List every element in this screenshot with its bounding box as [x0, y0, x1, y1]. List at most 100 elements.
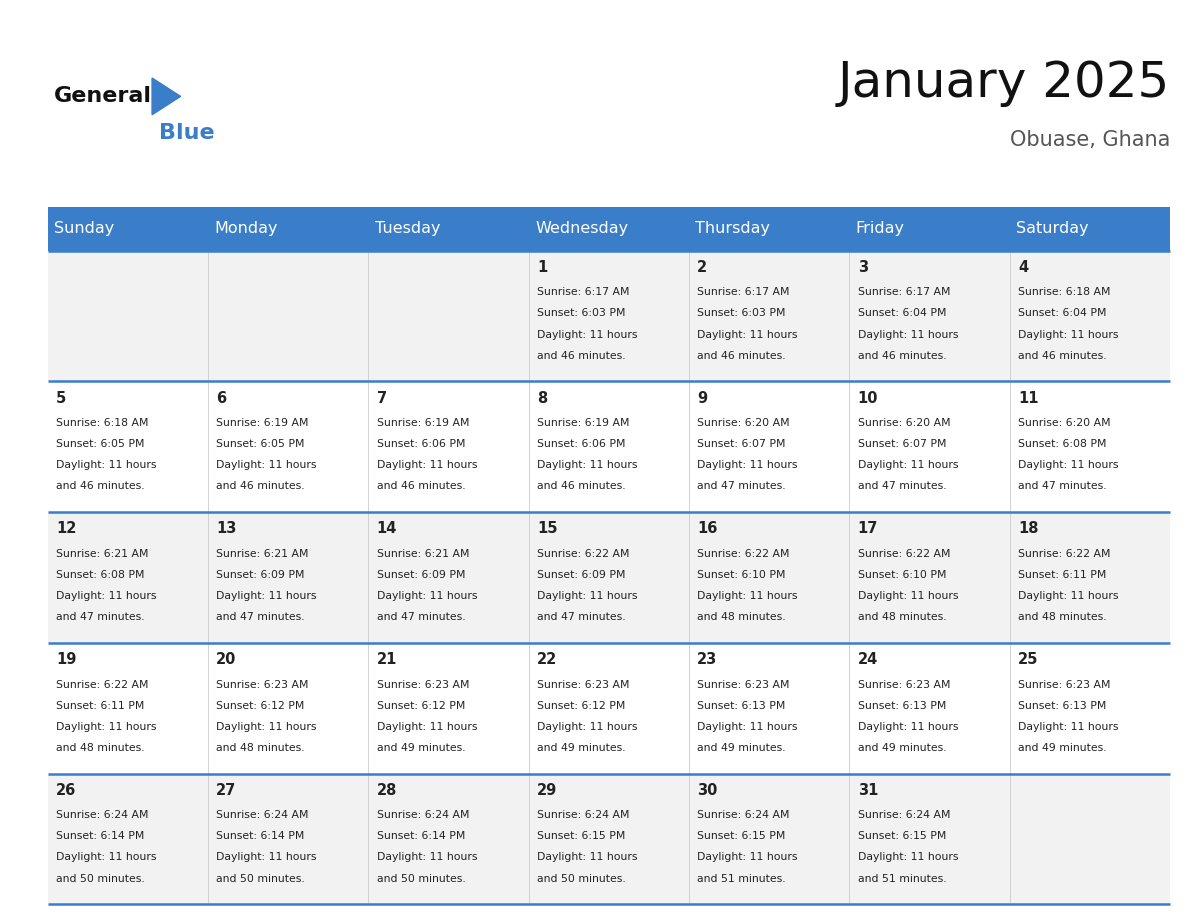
Text: 11: 11	[1018, 390, 1038, 406]
Text: Tuesday: Tuesday	[374, 221, 441, 236]
Text: 27: 27	[216, 783, 236, 798]
Text: Sunrise: 6:24 AM: Sunrise: 6:24 AM	[56, 811, 148, 820]
Text: 24: 24	[858, 652, 878, 667]
Text: Sunset: 6:12 PM: Sunset: 6:12 PM	[216, 700, 304, 711]
Text: Daylight: 11 hours: Daylight: 11 hours	[858, 460, 959, 470]
Text: 23: 23	[697, 652, 718, 667]
Text: Sunset: 6:06 PM: Sunset: 6:06 PM	[537, 439, 625, 449]
Text: Sunset: 6:09 PM: Sunset: 6:09 PM	[537, 570, 625, 580]
Text: Sunrise: 6:20 AM: Sunrise: 6:20 AM	[858, 418, 950, 428]
Bar	[48, 207, 1170, 251]
Text: Sunrise: 6:24 AM: Sunrise: 6:24 AM	[858, 811, 950, 820]
Text: Sunrise: 6:24 AM: Sunrise: 6:24 AM	[537, 811, 630, 820]
Text: and 48 minutes.: and 48 minutes.	[697, 612, 786, 622]
Text: 29: 29	[537, 783, 557, 798]
Text: Sunset: 6:08 PM: Sunset: 6:08 PM	[1018, 439, 1106, 449]
Text: Sunrise: 6:17 AM: Sunrise: 6:17 AM	[537, 287, 630, 297]
Polygon shape	[152, 78, 181, 115]
Text: and 50 minutes.: and 50 minutes.	[537, 874, 626, 883]
Text: Daylight: 11 hours: Daylight: 11 hours	[697, 591, 798, 601]
Text: Daylight: 11 hours: Daylight: 11 hours	[537, 330, 638, 340]
Text: Daylight: 11 hours: Daylight: 11 hours	[56, 591, 157, 601]
Text: 5: 5	[56, 390, 67, 406]
Text: Sunset: 6:07 PM: Sunset: 6:07 PM	[858, 439, 946, 449]
Text: 12: 12	[56, 521, 76, 536]
Text: Daylight: 11 hours: Daylight: 11 hours	[216, 853, 317, 862]
Text: and 49 minutes.: and 49 minutes.	[858, 743, 947, 753]
Text: Sunset: 6:08 PM: Sunset: 6:08 PM	[56, 570, 144, 580]
Text: Sunset: 6:13 PM: Sunset: 6:13 PM	[697, 700, 785, 711]
Text: Blue: Blue	[159, 123, 215, 143]
Bar	[48, 643, 1170, 774]
Text: Sunset: 6:04 PM: Sunset: 6:04 PM	[1018, 308, 1106, 319]
Text: 25: 25	[1018, 652, 1038, 667]
Text: Sunrise: 6:19 AM: Sunrise: 6:19 AM	[537, 418, 630, 428]
Text: Sunrise: 6:19 AM: Sunrise: 6:19 AM	[216, 418, 309, 428]
Text: Sunset: 6:12 PM: Sunset: 6:12 PM	[537, 700, 625, 711]
Text: Sunrise: 6:23 AM: Sunrise: 6:23 AM	[537, 679, 630, 689]
Text: Sunset: 6:11 PM: Sunset: 6:11 PM	[56, 700, 144, 711]
Text: Daylight: 11 hours: Daylight: 11 hours	[858, 853, 959, 862]
Text: Daylight: 11 hours: Daylight: 11 hours	[697, 460, 798, 470]
Text: and 46 minutes.: and 46 minutes.	[1018, 351, 1107, 361]
Text: General: General	[53, 86, 151, 106]
Text: and 49 minutes.: and 49 minutes.	[537, 743, 626, 753]
Text: Sunset: 6:03 PM: Sunset: 6:03 PM	[697, 308, 785, 319]
Text: Sunrise: 6:24 AM: Sunrise: 6:24 AM	[216, 811, 309, 820]
Text: Sunset: 6:10 PM: Sunset: 6:10 PM	[858, 570, 946, 580]
Text: Daylight: 11 hours: Daylight: 11 hours	[1018, 722, 1119, 732]
Text: Sunrise: 6:24 AM: Sunrise: 6:24 AM	[697, 811, 790, 820]
Text: and 50 minutes.: and 50 minutes.	[56, 874, 145, 883]
Text: Sunrise: 6:21 AM: Sunrise: 6:21 AM	[56, 549, 148, 559]
Text: Sunset: 6:04 PM: Sunset: 6:04 PM	[858, 308, 946, 319]
Text: Sunrise: 6:20 AM: Sunrise: 6:20 AM	[697, 418, 790, 428]
Text: Daylight: 11 hours: Daylight: 11 hours	[1018, 591, 1119, 601]
Text: and 47 minutes.: and 47 minutes.	[697, 481, 786, 491]
Text: and 47 minutes.: and 47 minutes.	[858, 481, 947, 491]
Bar	[48, 774, 1170, 904]
Text: Sunset: 6:14 PM: Sunset: 6:14 PM	[56, 832, 144, 841]
Text: and 50 minutes.: and 50 minutes.	[377, 874, 466, 883]
Text: and 49 minutes.: and 49 minutes.	[697, 743, 786, 753]
Text: and 48 minutes.: and 48 minutes.	[1018, 612, 1107, 622]
Text: and 46 minutes.: and 46 minutes.	[216, 481, 305, 491]
Text: Sunrise: 6:19 AM: Sunrise: 6:19 AM	[377, 418, 469, 428]
Text: 1: 1	[537, 260, 548, 274]
Text: and 47 minutes.: and 47 minutes.	[537, 612, 626, 622]
Text: Daylight: 11 hours: Daylight: 11 hours	[858, 591, 959, 601]
Bar	[48, 381, 1170, 512]
Text: 30: 30	[697, 783, 718, 798]
Text: and 46 minutes.: and 46 minutes.	[56, 481, 145, 491]
Text: Daylight: 11 hours: Daylight: 11 hours	[858, 722, 959, 732]
Text: Daylight: 11 hours: Daylight: 11 hours	[56, 460, 157, 470]
Bar	[48, 512, 1170, 643]
Text: Daylight: 11 hours: Daylight: 11 hours	[537, 853, 638, 862]
Text: and 51 minutes.: and 51 minutes.	[858, 874, 947, 883]
Text: 3: 3	[858, 260, 868, 274]
Text: Sunset: 6:13 PM: Sunset: 6:13 PM	[1018, 700, 1106, 711]
Text: Sunset: 6:15 PM: Sunset: 6:15 PM	[537, 832, 625, 841]
Text: and 47 minutes.: and 47 minutes.	[56, 612, 145, 622]
Text: Daylight: 11 hours: Daylight: 11 hours	[1018, 330, 1119, 340]
Text: 9: 9	[697, 390, 708, 406]
Text: 14: 14	[377, 521, 397, 536]
Text: 8: 8	[537, 390, 548, 406]
Text: Daylight: 11 hours: Daylight: 11 hours	[697, 330, 798, 340]
Text: Friday: Friday	[855, 221, 905, 236]
Text: Sunset: 6:05 PM: Sunset: 6:05 PM	[56, 439, 144, 449]
Text: Daylight: 11 hours: Daylight: 11 hours	[216, 722, 317, 732]
Text: Sunrise: 6:23 AM: Sunrise: 6:23 AM	[697, 679, 790, 689]
Text: Sunset: 6:12 PM: Sunset: 6:12 PM	[377, 700, 465, 711]
Text: Sunset: 6:09 PM: Sunset: 6:09 PM	[216, 570, 304, 580]
Text: 15: 15	[537, 521, 557, 536]
Text: Sunrise: 6:23 AM: Sunrise: 6:23 AM	[216, 679, 309, 689]
Text: Daylight: 11 hours: Daylight: 11 hours	[858, 330, 959, 340]
Text: Sunset: 6:07 PM: Sunset: 6:07 PM	[697, 439, 785, 449]
Text: Sunrise: 6:24 AM: Sunrise: 6:24 AM	[377, 811, 469, 820]
Text: 17: 17	[858, 521, 878, 536]
Text: and 51 minutes.: and 51 minutes.	[697, 874, 786, 883]
Text: Daylight: 11 hours: Daylight: 11 hours	[56, 853, 157, 862]
Text: and 47 minutes.: and 47 minutes.	[377, 612, 466, 622]
Text: and 46 minutes.: and 46 minutes.	[537, 481, 626, 491]
Text: Sunset: 6:13 PM: Sunset: 6:13 PM	[858, 700, 946, 711]
